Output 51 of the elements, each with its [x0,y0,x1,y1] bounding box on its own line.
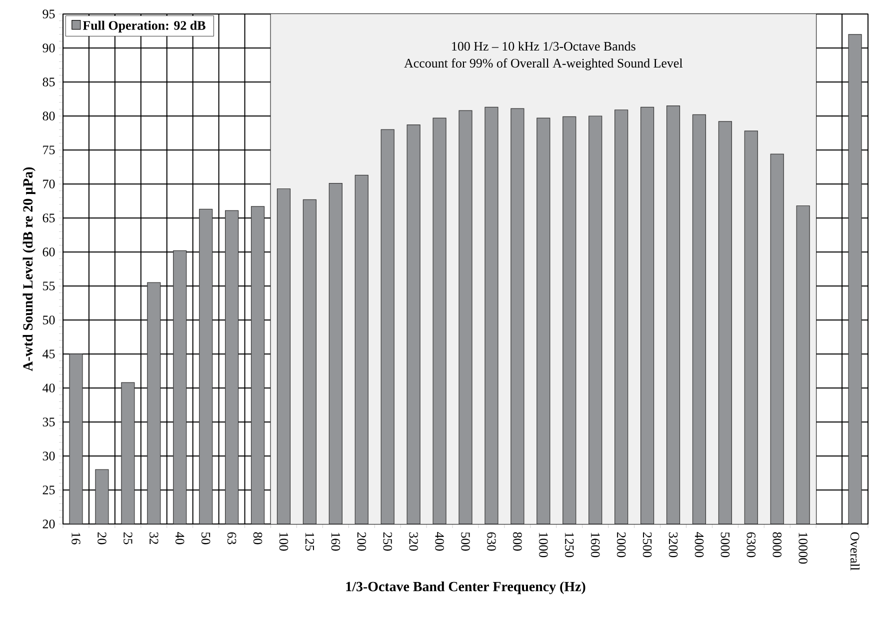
y-tick-label: 60 [42,248,55,256]
x-tick-label: 1250 [565,532,574,558]
y-tick-label: 95 [42,10,55,18]
x-tick-label: Overall [850,532,860,570]
y-tick-label: 20 [42,520,55,528]
x-tick-label: 50 [201,532,210,544]
y-tick-label: 85 [42,78,55,86]
x-tick-label: 25 [124,532,132,544]
y-tick-label: 75 [43,146,55,154]
x-tick-label: 400 [435,532,444,551]
y-tick-label: 70 [43,180,55,188]
x-tick-label: 4000 [694,532,704,558]
x-tick-label: 10000 [798,532,808,564]
x-tick-label: 8000 [772,532,782,558]
y-tick-label: 80 [42,112,55,120]
x-tick-label: 800 [513,532,522,551]
y-tick-label: 50 [43,316,55,324]
x-tick-label: 200 [357,532,366,551]
y-tick-label: 45 [42,350,55,358]
x-tick-label: 320 [409,532,418,551]
y-axis-title: A-wtd Sound Level (dB re 20 µPa) [22,167,36,372]
x-tick-label: 40 [175,532,184,544]
x-tick-label: 32 [150,532,158,544]
legend-label: Full Operation: 92 dB [82,20,206,32]
x-tick-label: 2000 [616,532,626,558]
y-tick-label: 90 [42,44,55,52]
y-tick-label: 25 [42,486,55,494]
x-tick-label: 6300 [746,532,756,558]
y-tick-label: 40 [42,384,55,392]
x-tick-label: 63 [227,532,236,544]
annotation: 100 Hz – 10 kHz 1/3-Octave Bands [452,42,636,51]
annotation: Account for 99% of Overall A-weighted Sound Level [404,58,683,70]
x-tick-label: 80 [253,532,262,544]
x-tick-label: 250 [383,532,392,551]
y-tick-label: 30 [42,452,55,460]
x-tick-label: 20 [98,532,106,544]
x-tick-label: 125 [305,532,314,551]
x-tick-label: 160 [331,532,340,551]
y-tick-label: 55 [43,282,55,290]
x-tick-label: 3200 [668,532,678,558]
x-tick-label: 630 [487,532,496,551]
x-axis-title: 1/3-Octave Band Center Frequency (Hz) [346,581,586,594]
x-tick-label: 2500 [642,532,652,558]
x-tick-label: 1000 [539,532,548,558]
x-tick-label: 5000 [720,532,730,558]
x-tick-label: 1600 [590,532,600,558]
x-tick-label: 100 [279,532,288,551]
y-tick-label: 65 [42,214,55,222]
x-tick-label: 16 [72,532,80,544]
x-tick-label: 500 [461,532,470,551]
y-tick-label: 35 [42,418,55,426]
